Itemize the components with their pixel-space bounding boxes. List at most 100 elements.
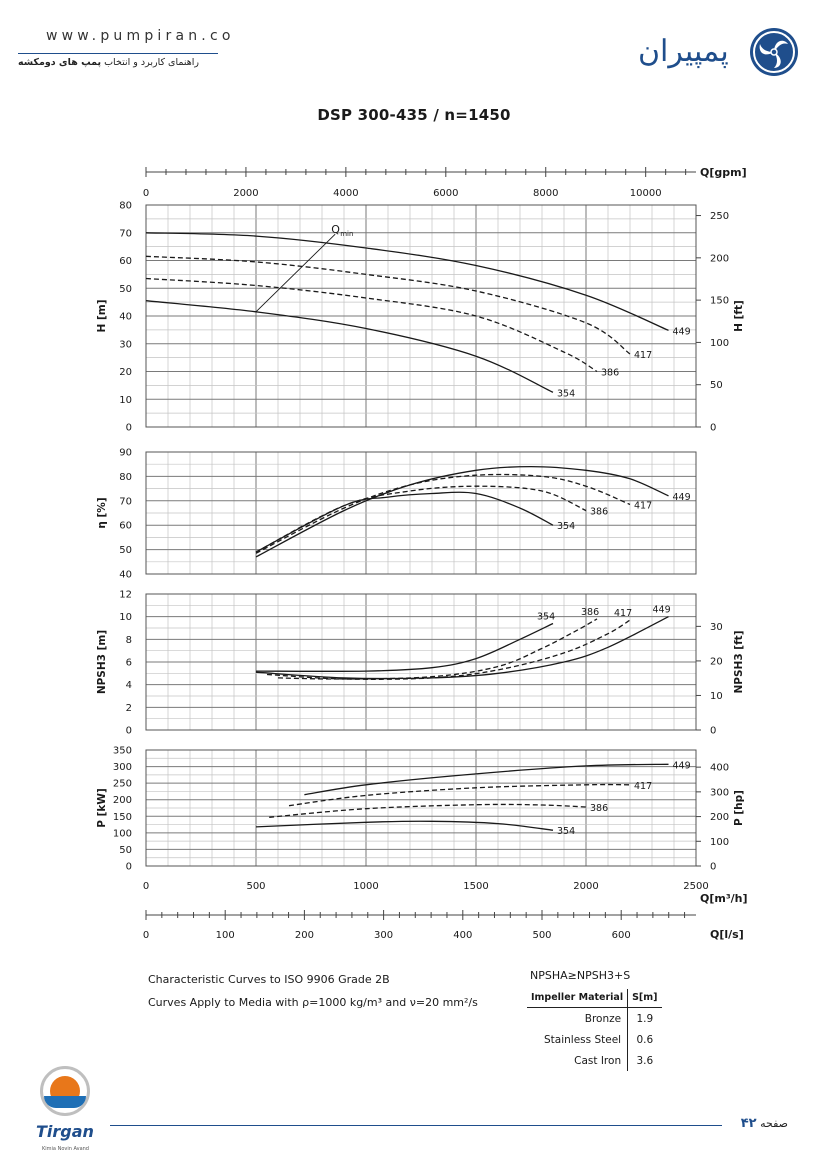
panel-power [145, 749, 701, 867]
y-tick-label: 60 [119, 521, 132, 532]
y-tick-label: 350 [113, 746, 132, 757]
curve-label-386: 386 [601, 368, 619, 379]
curve-npsh-417 [266, 619, 631, 680]
tirgan-name: Tirgan [36, 1122, 94, 1141]
m3h-axis-label: Q[m³/h] [700, 892, 748, 905]
m3h-tick-label: 0 [143, 881, 149, 892]
y-tick-label: 2 [126, 703, 132, 714]
qmin-line [255, 233, 336, 313]
ls-axis-label: Q[l/s] [710, 928, 744, 941]
curve-power-354 [255, 820, 554, 831]
y2-tick-label: 200 [710, 812, 729, 823]
y-tick-label: 50 [119, 845, 132, 856]
curve-efficiency-449 [255, 465, 669, 558]
y-tick-label: 8 [126, 635, 132, 646]
gpm-axis-label: Q[gpm] [700, 166, 747, 179]
curve-label-354: 354 [537, 611, 555, 622]
curve-label-449: 449 [653, 605, 671, 616]
y-tick-label: 10 [119, 395, 132, 406]
y-tick-label: 60 [119, 256, 132, 267]
y-tick-label: 30 [119, 339, 132, 350]
y-tick-label: 20 [119, 367, 132, 378]
y-axis-label: NPSH3 [m] [96, 630, 108, 694]
header-divider [18, 53, 218, 54]
curve-efficiency-386 [255, 485, 587, 553]
y-tick-label: 0 [126, 423, 132, 434]
curve-label-449: 449 [673, 326, 691, 337]
m3h-tick-label: 2500 [683, 881, 708, 892]
gpm-tick-label: 0 [143, 188, 149, 199]
y2-axis-label: H [ft] [733, 300, 745, 332]
curve-label-354: 354 [557, 388, 575, 399]
curve-head-354 [145, 300, 554, 393]
table-row: Cast Iron 3.6 [527, 1050, 662, 1071]
s-value-cell: 3.6 [636, 1054, 654, 1067]
y2-tick-label: 30 [710, 622, 723, 633]
panel-efficiency [145, 451, 697, 575]
panel-head [145, 204, 701, 428]
note-media: Curves Apply to Media with ρ=1000 kg/m³ … [148, 991, 478, 1014]
y-tick-label: 0 [126, 726, 132, 737]
curve-npsh-386 [277, 618, 598, 680]
curve-npsh-354 [255, 622, 554, 672]
y-tick-label: 300 [113, 762, 132, 773]
gear-ring-icon [40, 1066, 90, 1116]
curve-label-354: 354 [557, 826, 575, 837]
gpm-tick-label: 10000 [630, 188, 662, 199]
gpm-tick-label: 4000 [333, 188, 358, 199]
ls-tick-label: 500 [532, 930, 551, 941]
curve-label-449: 449 [673, 760, 691, 771]
y-tick-label: 200 [113, 795, 132, 806]
curve-label-417: 417 [634, 500, 652, 511]
y-tick-label: 50 [119, 545, 132, 556]
m3h-tick-label: 1000 [353, 881, 378, 892]
page-number: صفحه ۴۲ [741, 1116, 788, 1131]
y-tick-label: 12 [119, 590, 132, 601]
m3h-tick-label: 1500 [463, 881, 488, 892]
y-tick-label: 70 [119, 228, 132, 239]
chart-notes: Characteristic Curves to ISO 9906 Grade … [148, 968, 478, 1014]
page-label: صفحه [760, 1117, 788, 1130]
gpm-tick-label: 8000 [533, 188, 558, 199]
note-media-prefix: Curves Apply to Media with [148, 996, 303, 1009]
curve-label-386: 386 [590, 803, 608, 814]
ls-tick-label: 100 [216, 930, 235, 941]
page-number-value: ۴۲ [740, 1116, 757, 1131]
website-url[interactable]: www.pumpiran.co [46, 28, 235, 44]
y2-axis-label: P [hp] [733, 790, 745, 826]
chart-title: DSP 300-435 / n=1450 [317, 106, 511, 124]
panel-frame [145, 593, 697, 731]
panel-frame [145, 451, 697, 575]
material-cell: Stainless Steel [527, 1029, 629, 1050]
note-standard: Characteristic Curves to ISO 9906 Grade … [148, 973, 390, 986]
material-cell: Bronze [527, 1007, 629, 1029]
y2-tick-label: 250 [710, 211, 729, 222]
curve-power-386 [269, 803, 587, 818]
y-tick-label: 80 [119, 201, 132, 212]
y-tick-label: 80 [119, 472, 132, 483]
y-tick-label: 0 [126, 862, 132, 873]
qmin-label: Q [331, 223, 340, 236]
subtitle-prefix: راهنمای کاربرد و انتخاب [101, 57, 199, 68]
y2-tick-label: 0 [710, 726, 716, 737]
ls-tick-label: 600 [612, 930, 631, 941]
tirgan-subtitle: Kimia Novin Avand [42, 1146, 89, 1152]
ls-tick-label: 400 [453, 930, 472, 941]
note-viscosity: ν=20 mm²/s [409, 996, 478, 1009]
npsh-condition: NPSHA≥NPSH3+S [530, 969, 631, 982]
gpm-tick-label: 2000 [233, 188, 258, 199]
gpm-tick-label: 6000 [433, 188, 458, 199]
curve-head-386 [145, 277, 598, 373]
wave-icon [44, 1096, 86, 1108]
y-tick-label: 40 [119, 312, 132, 323]
col-impeller-material: Impeller Material [527, 989, 629, 1008]
curve-head-417 [145, 255, 631, 355]
material-cell: Cast Iron [527, 1050, 629, 1071]
subtitle-bold: پمپ های دومکشه [18, 57, 102, 68]
table-row: Stainless Steel 0.6 [527, 1029, 662, 1050]
ls-tick-label: 0 [143, 930, 149, 941]
curve-efficiency-417 [255, 473, 631, 554]
y2-tick-label: 0 [710, 423, 716, 434]
y-axis-label: η [%] [96, 497, 108, 528]
tirgan-logo: Tirgan Kimia Novin Avand [36, 1066, 102, 1156]
